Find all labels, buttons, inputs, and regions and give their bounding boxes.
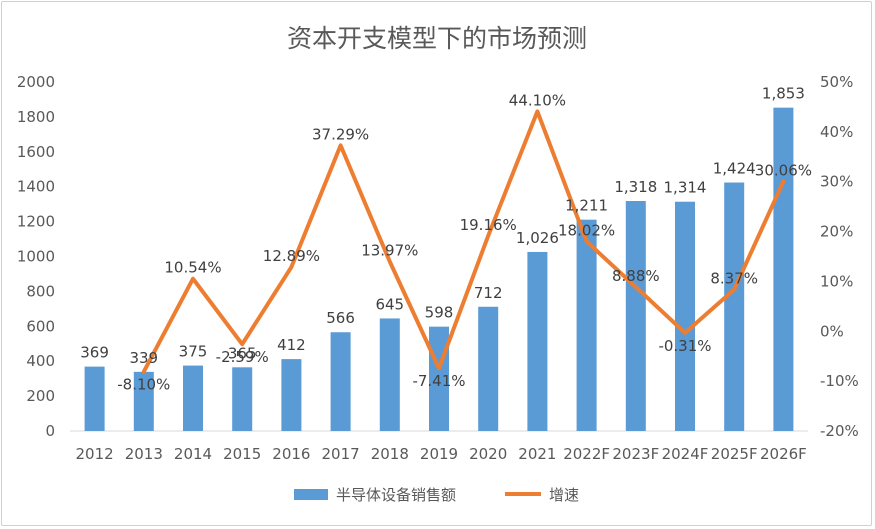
bar-value-label: 375 — [179, 343, 208, 361]
line-data-labels: -8.10% 10.54% -2.59% 12.89% 37.29% 13.97% -7.4… — [117, 91, 812, 393]
line-series — [141, 109, 786, 374]
right-tick-label: 40% — [820, 123, 853, 141]
bar — [281, 359, 302, 431]
growth-value-label: 37.29% — [312, 125, 369, 143]
category-label: 2018 — [371, 445, 409, 463]
category-label: 2024F — [662, 445, 709, 463]
category-label: 2014 — [174, 445, 212, 463]
right-tick-label: 0% — [820, 322, 844, 340]
left-tick-label: 200 — [26, 387, 55, 405]
left-tick-label: 1200 — [17, 213, 55, 231]
category-label: 2016 — [272, 445, 310, 463]
bar-value-label: 712 — [474, 284, 503, 302]
right-tick-label: 10% — [820, 272, 853, 290]
bar — [576, 219, 597, 431]
bar-value-label: 412 — [277, 336, 306, 354]
category-label: 2023F — [612, 445, 659, 463]
bar — [675, 201, 695, 431]
bar-value-label: 1,211 — [565, 197, 608, 215]
growth-value-label: 19.16% — [460, 216, 517, 234]
bar-value-label: 339 — [129, 349, 158, 367]
bar — [724, 182, 745, 431]
bar-value-label: 1,853 — [762, 85, 805, 103]
bar-value-label: 1,318 — [614, 178, 657, 196]
bar — [527, 251, 548, 431]
bar — [183, 365, 203, 431]
bar-value-label: 1,026 — [516, 229, 559, 247]
category-label: 2013 — [125, 445, 163, 463]
right-tick-label: 30% — [820, 173, 853, 191]
right-tick-label: -10% — [820, 372, 859, 390]
bar — [133, 371, 154, 431]
growth-line — [141, 109, 786, 374]
right-tick-label: 50% — [820, 73, 853, 91]
left-tick-label: 0 — [45, 422, 55, 440]
growth-value-label: 13.97% — [361, 242, 418, 260]
growth-value-label: 18.02% — [558, 221, 615, 239]
category-label: 2025F — [711, 445, 758, 463]
left-tick-label: 2000 — [17, 73, 55, 91]
legend-swatch-bar — [294, 489, 328, 500]
growth-value-label: 30.06% — [755, 161, 812, 179]
category-label: 2019 — [420, 445, 458, 463]
bar — [773, 107, 794, 432]
bar-value-label: 566 — [326, 309, 355, 327]
bar-value-label: 1,314 — [664, 179, 707, 197]
bar — [379, 318, 400, 431]
bar — [84, 366, 105, 431]
right-tick-label: -20% — [820, 422, 859, 440]
growth-value-label: 8.37% — [710, 270, 758, 288]
bar-value-label: 369 — [80, 344, 109, 362]
right-tick-label: 20% — [820, 223, 853, 241]
left-tick-label: 1000 — [17, 248, 55, 266]
left-tick-label: 400 — [26, 352, 55, 370]
right-axis: -20% -10% 0% 10% 20% 30% 40% 50% — [820, 73, 859, 440]
chart-title: 资本开支模型下的市场预测 — [287, 24, 587, 53]
category-label: 2021 — [518, 445, 556, 463]
growth-value-label: 12.89% — [263, 247, 320, 265]
left-tick-label: 1800 — [17, 108, 55, 126]
x-axis: 2012 2013 2014 2015 2016 2017 2018 2019 2020 2021… — [76, 445, 807, 463]
growth-value-label: -7.41% — [412, 372, 465, 390]
left-tick-label: 1600 — [17, 143, 55, 161]
category-label: 2012 — [76, 445, 114, 463]
growth-value-label: -2.59% — [216, 348, 269, 366]
category-label: 2022F — [563, 445, 610, 463]
legend: 半导体设备销售额 增速 — [294, 486, 579, 504]
category-label: 2017 — [322, 445, 360, 463]
growth-value-label: 10.54% — [164, 259, 221, 277]
bar — [625, 201, 646, 431]
legend-label-bar: 半导体设备销售额 — [336, 486, 456, 504]
bar-value-label: 365 — [228, 344, 257, 362]
left-tick-label: 1400 — [17, 178, 55, 196]
bar-value-label: 598 — [425, 304, 454, 322]
category-label: 2020 — [469, 445, 507, 463]
bar — [232, 367, 253, 431]
growth-value-label: -8.10% — [117, 376, 170, 394]
growth-value-label: 44.10% — [509, 91, 566, 109]
bar-data-labels: 369 339 375 365 412 566 645 598 712 1,026 1,211 1,3… — [80, 85, 805, 367]
category-label: 2015 — [223, 445, 261, 463]
growth-value-label: -0.31% — [658, 337, 711, 355]
left-tick-label: 600 — [26, 317, 55, 335]
bar — [330, 332, 351, 431]
left-tick-label: 800 — [26, 282, 55, 300]
legend-label-line: 增速 — [549, 486, 579, 504]
growth-value-label: 8.88% — [612, 267, 660, 285]
bar-value-label: 645 — [375, 295, 404, 313]
bar — [478, 306, 499, 431]
category-label: 2026F — [760, 445, 807, 463]
bar-value-label: 1,424 — [713, 160, 756, 178]
left-axis: 0 200 400 600 800 1000 1200 1400 1600 1800 2000 — [17, 73, 55, 440]
